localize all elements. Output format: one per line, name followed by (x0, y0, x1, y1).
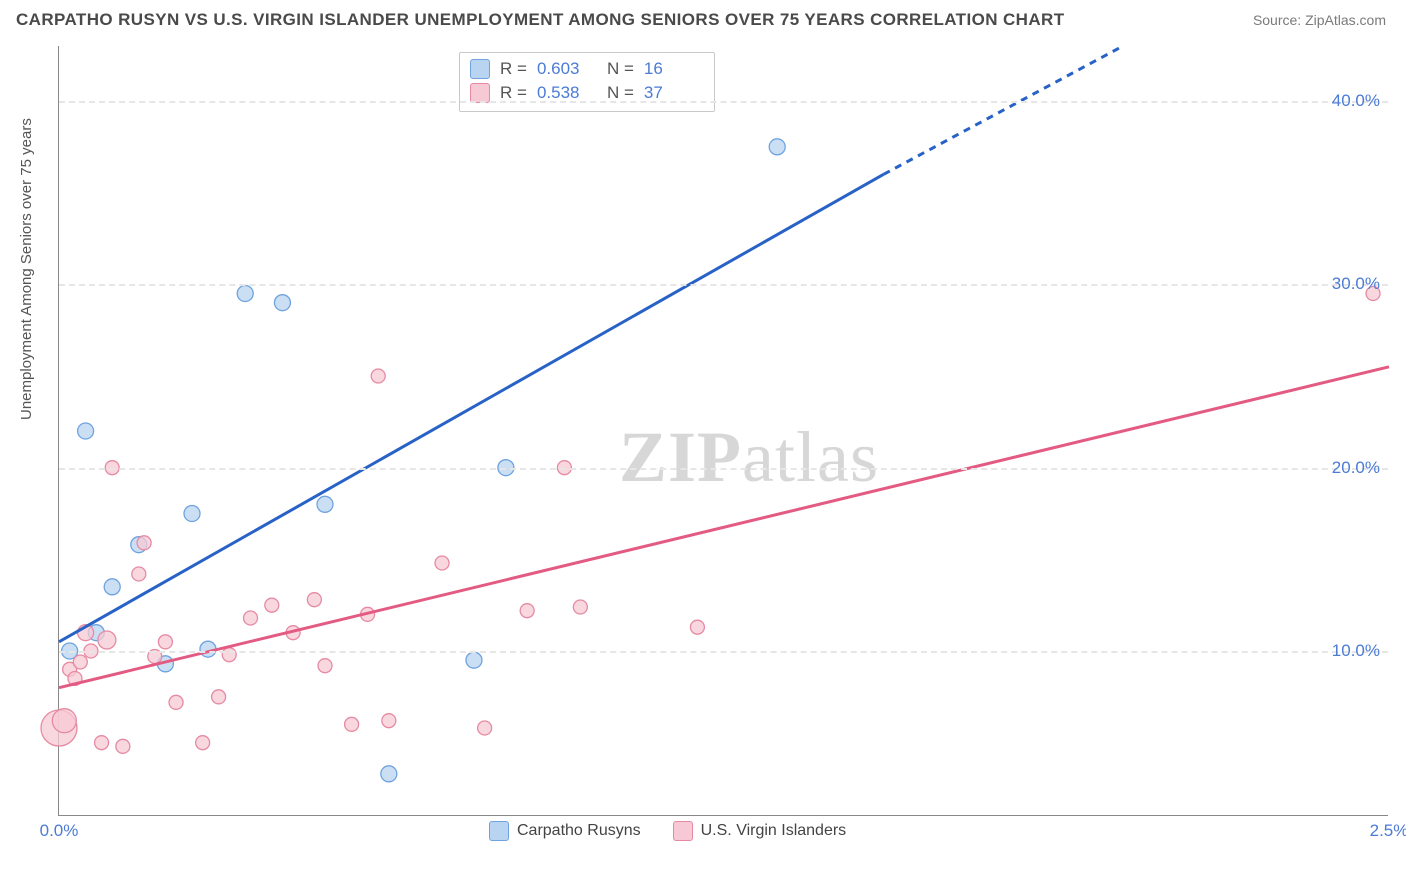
legend-r-value-0: 0.603 (537, 59, 597, 79)
data-point (184, 506, 200, 522)
legend-series-label-1: U.S. Virgin Islanders (701, 822, 847, 840)
data-point (244, 611, 258, 625)
data-point (237, 286, 253, 302)
legend-swatch-series-1 (673, 821, 693, 841)
y-tick-label: 20.0% (1332, 458, 1380, 478)
data-point (317, 496, 333, 512)
data-point (196, 736, 210, 750)
legend-swatch-series-0 (470, 59, 490, 79)
y-tick-label: 40.0% (1332, 91, 1380, 111)
data-point (265, 598, 279, 612)
legend-n-label: N = (607, 83, 634, 103)
chart-plot-area: ZIPatlas R = 0.603 N = 16 R = 0.538 N = … (58, 46, 1388, 816)
data-point (307, 593, 321, 607)
gridline (59, 284, 1388, 286)
data-point (78, 423, 94, 439)
plot-svg (59, 46, 1388, 815)
data-point (158, 635, 172, 649)
data-point (345, 717, 359, 731)
data-point (520, 604, 534, 618)
legend-n-label: N = (607, 59, 634, 79)
chart-header: CARPATHO RUSYN VS U.S. VIRGIN ISLANDER U… (0, 0, 1406, 34)
legend-item-1: U.S. Virgin Islanders (673, 821, 847, 841)
trend-line-dashed (884, 46, 1123, 174)
data-point (478, 721, 492, 735)
legend-stats: R = 0.603 N = 16 R = 0.538 N = 37 (459, 52, 715, 112)
data-point (573, 600, 587, 614)
trend-line (59, 174, 884, 642)
data-point (371, 369, 385, 383)
data-point (98, 631, 116, 649)
y-axis-label: Unemployment Among Seniors over 75 years (18, 118, 35, 420)
data-point (382, 714, 396, 728)
data-point (435, 556, 449, 570)
legend-r-value-1: 0.538 (537, 83, 597, 103)
data-point (132, 567, 146, 581)
data-point (466, 652, 482, 668)
data-point (769, 139, 785, 155)
source-label: Source: ZipAtlas.com (1253, 12, 1386, 28)
data-point (690, 620, 704, 634)
legend-item-0: Carpatho Rusyns (489, 821, 641, 841)
legend-r-label: R = (500, 59, 527, 79)
legend-r-label: R = (500, 83, 527, 103)
chart-title: CARPATHO RUSYN VS U.S. VIRGIN ISLANDER U… (16, 10, 1065, 30)
gridline (59, 468, 1388, 470)
legend-n-value-1: 37 (644, 83, 704, 103)
data-point (274, 295, 290, 311)
data-point (73, 655, 87, 669)
data-point (222, 648, 236, 662)
data-point (381, 766, 397, 782)
legend-swatch-series-0 (489, 821, 509, 841)
legend-stats-row: R = 0.603 N = 16 (470, 57, 704, 81)
data-point (212, 690, 226, 704)
gridline (59, 101, 1388, 103)
y-tick-label: 10.0% (1332, 641, 1380, 661)
y-tick-label: 30.0% (1332, 274, 1380, 294)
data-point (137, 536, 151, 550)
data-point (95, 736, 109, 750)
legend-series: Carpatho Rusyns U.S. Virgin Islanders (489, 821, 846, 841)
x-tick-label: 0.0% (40, 821, 79, 841)
data-point (318, 659, 332, 673)
legend-swatch-series-1 (470, 83, 490, 103)
data-point (52, 709, 76, 733)
data-point (169, 695, 183, 709)
x-tick-label: 2.5% (1370, 821, 1406, 841)
legend-series-label-0: Carpatho Rusyns (517, 822, 641, 840)
data-point (116, 739, 130, 753)
gridline (59, 651, 1388, 653)
data-point (104, 579, 120, 595)
legend-n-value-0: 16 (644, 59, 704, 79)
